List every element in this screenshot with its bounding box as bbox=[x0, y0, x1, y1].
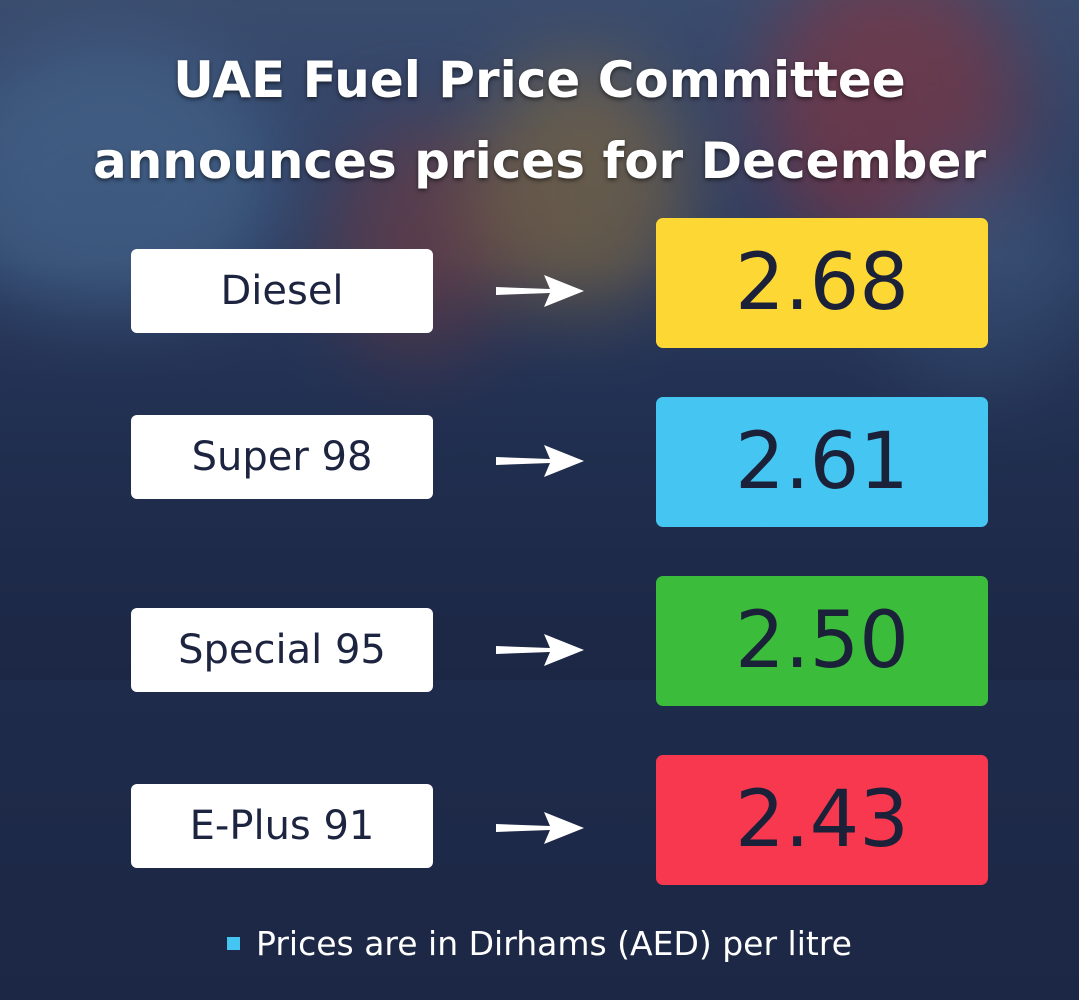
price-box-super-98: 2.61 bbox=[656, 397, 988, 527]
title-line-1: UAE Fuel Price Committee bbox=[173, 51, 906, 109]
title-line-2: announces prices for December bbox=[92, 132, 987, 190]
price-box-special-95: 2.50 bbox=[656, 576, 988, 706]
price-value: 2.43 bbox=[735, 775, 909, 865]
price-value: 2.61 bbox=[735, 417, 909, 507]
arrow-right-icon bbox=[496, 812, 584, 844]
square-bullet-icon bbox=[227, 937, 241, 950]
price-value: 2.68 bbox=[735, 238, 909, 328]
price-box-e-plus-91: 2.43 bbox=[656, 755, 988, 885]
fuel-name: Super 98 bbox=[191, 434, 373, 480]
price-box-diesel: 2.68 bbox=[656, 218, 988, 348]
footnote: Prices are in Dirhams (AED) per litre bbox=[0, 924, 1079, 963]
fuel-label-super-98: Super 98 bbox=[131, 415, 433, 499]
footnote-text: Prices are in Dirhams (AED) per litre bbox=[256, 924, 852, 963]
fuel-label-e-plus-91: E-Plus 91 bbox=[131, 784, 433, 868]
price-value: 2.50 bbox=[735, 596, 909, 686]
arrow-right-icon bbox=[496, 634, 584, 666]
fuel-name: Diesel bbox=[220, 268, 344, 314]
fuel-label-diesel: Diesel bbox=[131, 249, 433, 333]
fuel-name: E-Plus 91 bbox=[189, 803, 375, 849]
fuel-label-special-95: Special 95 bbox=[131, 608, 433, 692]
arrow-right-icon bbox=[496, 445, 584, 477]
arrow-right-icon bbox=[496, 275, 584, 307]
fuel-name: Special 95 bbox=[178, 627, 386, 673]
